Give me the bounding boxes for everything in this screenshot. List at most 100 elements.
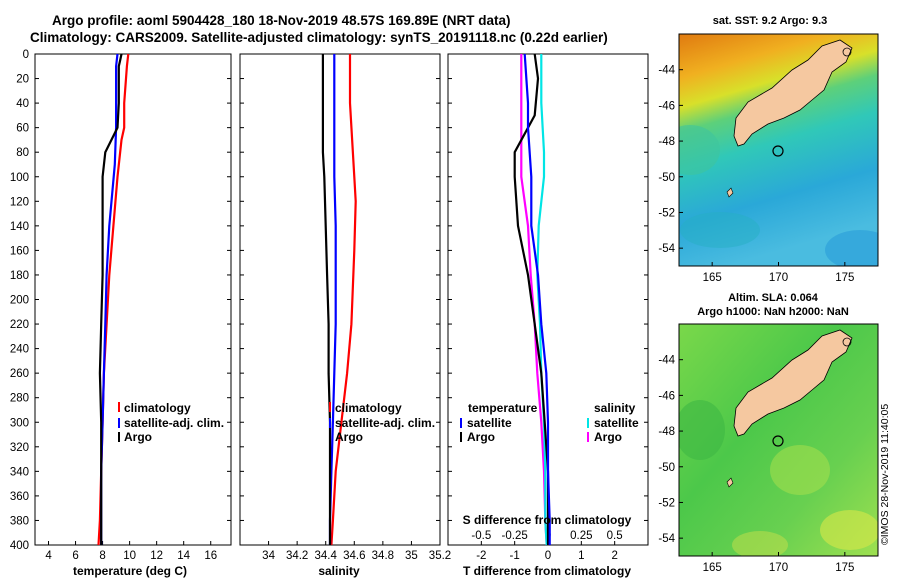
legend-label-climatology: climatology <box>335 401 402 415</box>
satellite-temperature-line <box>100 53 119 545</box>
sst-patch <box>679 125 720 175</box>
sla-map-image <box>679 324 878 556</box>
sla-patch <box>679 400 725 460</box>
difference-x-tick-label: -2 <box>476 550 486 562</box>
depth-tick-label: 100 <box>10 172 29 184</box>
temperature-x-tick-label: 14 <box>177 550 190 562</box>
depth-tick-label: 300 <box>10 417 29 429</box>
temperature-x-tick-label: 12 <box>150 550 163 562</box>
sst-map-title: sat. SST: 9.2 Argo: 9.3 <box>713 15 828 27</box>
depth-tick-label: 340 <box>10 466 29 478</box>
sst-patch <box>825 230 878 266</box>
island <box>726 477 734 488</box>
argo-salinity-line <box>321 54 332 545</box>
s-difference-tick-label: -0.25 <box>502 530 528 542</box>
map-lat-tick-label: -46 <box>658 100 675 112</box>
depth-tick-label: 280 <box>10 393 29 405</box>
t-difference-satellite-line <box>523 53 551 545</box>
legend-label-argo: Argo <box>124 430 152 444</box>
difference-series <box>513 53 551 546</box>
legend-label-t-argo: Argo <box>467 430 495 444</box>
map-lat-tick-label: -46 <box>658 390 675 402</box>
map-lon-tick-label: 170 <box>769 272 788 284</box>
depth-tick-label: 220 <box>10 319 29 331</box>
sla-map-axes: 165 170 175 -44 -46 -48 -50 -52 -54 <box>658 355 854 574</box>
temperature-series <box>97 53 130 546</box>
float-position-marker <box>772 145 784 157</box>
s-difference-axis: -0.5 -0.25 0 0.25 0.5 <box>471 530 622 542</box>
legend-title-temperature: temperature <box>468 401 538 415</box>
depth-tick-label: 0 <box>23 49 29 61</box>
map-lat-tick-label: -44 <box>658 65 675 77</box>
map-lon-tick-label: 175 <box>835 272 854 284</box>
climatology-salinity-line <box>330 54 357 546</box>
sla-patch <box>820 510 878 550</box>
temperature-x-tick-label: 6 <box>72 550 78 562</box>
sst-map-axes: 165 170 175 -44 -46 -48 -50 -52 -54 <box>658 65 854 284</box>
map-lon-tick-label: 175 <box>835 562 854 574</box>
figure-title-line1: Argo profile: aoml 5904428_180 18-Nov-20… <box>52 13 510 28</box>
salinity-x-tick-label: 34.8 <box>372 550 394 562</box>
map-lat-tick-label: -50 <box>658 172 675 184</box>
depth-tick-label: 260 <box>10 368 29 380</box>
legend-label-t-satellite: satellite <box>467 416 512 430</box>
depth-tick-label: 240 <box>10 344 29 356</box>
depth-tick-label: 120 <box>10 196 29 208</box>
difference-x-tick-label: 2 <box>611 550 617 562</box>
salinity-x-axis: 34 34.2 34.4 34.6 34.8 35 35.2 <box>262 541 451 562</box>
depth-tick-label: 160 <box>10 245 29 257</box>
depth-tick-label: 60 <box>16 123 29 135</box>
legend-label-s-satellite: satellite <box>594 416 639 430</box>
map-lat-tick-label: -48 <box>658 426 675 438</box>
imos-credit: ©IMOS 28-Nov-2019 11:40:05 <box>879 404 891 545</box>
island-outline <box>842 47 852 57</box>
depth-tick-label: 140 <box>10 221 29 233</box>
depth-tick-label: 320 <box>10 442 29 454</box>
salinity-legend: climatology satellite-adj. clim. Argo <box>329 401 435 444</box>
difference-x-tick-label: 1 <box>578 550 584 562</box>
float-position-marker <box>772 435 784 447</box>
sla-map-subtitle: Argo h1000: NaN h2000: NaN <box>697 306 849 318</box>
map-lat-tick-label: -52 <box>658 497 675 509</box>
temperature-x-axis: 4 6 8 10 12 14 16 <box>45 541 217 562</box>
temperature-legend: climatology satellite-adj. clim. Argo <box>118 401 224 444</box>
depth-tick-label: 360 <box>10 491 29 503</box>
map-lat-tick-label: -50 <box>658 462 675 474</box>
new-zealand-landmass <box>733 39 853 147</box>
depth-tick-label: 380 <box>10 515 29 527</box>
s-difference-tick-label: -0.5 <box>471 530 491 542</box>
legend-label-s-argo: Argo <box>594 430 622 444</box>
island <box>726 187 734 198</box>
s-difference-axis-label: S difference from climatology <box>463 513 632 527</box>
sla-map-title: Altim. SLA: 0.064 <box>728 292 819 304</box>
depth-tick-label: 40 <box>16 98 29 110</box>
difference-x-tick-label: 0 <box>545 550 551 562</box>
salinity-axis-label: salinity <box>318 564 360 578</box>
depth-tick-label: 200 <box>10 295 29 307</box>
difference-legend: temperature satellite Argo salinity sate… <box>460 401 639 444</box>
new-zealand-landmass <box>733 329 853 437</box>
map-lat-tick-label: -54 <box>658 533 675 545</box>
temperature-x-tick-label: 10 <box>123 550 136 562</box>
salinity-series <box>321 54 357 546</box>
map-lon-tick-label: 170 <box>769 562 788 574</box>
map-lat-tick-label: -54 <box>658 243 675 255</box>
depth-tick-label: 80 <box>16 147 29 159</box>
sla-patch <box>770 445 830 495</box>
salinity-panel-frame <box>239 53 441 546</box>
sst-patch <box>680 212 760 248</box>
s-difference-tick-label: 0.5 <box>607 530 623 542</box>
sla-patch <box>732 531 788 556</box>
temperature-panel-frame <box>34 53 232 546</box>
depth-tick-label: 400 <box>10 540 29 552</box>
legend-label-satellite: satellite-adj. clim. <box>335 416 435 430</box>
map-lon-tick-label: 165 <box>703 562 722 574</box>
temperature-axis-label: temperature (deg C) <box>73 564 187 578</box>
s-difference-tick-label: 0.25 <box>570 530 592 542</box>
temperature-x-tick-label: 4 <box>45 550 52 562</box>
satellite-salinity-line <box>328 54 337 545</box>
salinity-x-tick-label: 34.4 <box>315 550 338 562</box>
sst-map-image <box>679 34 878 266</box>
temperature-x-tick-label: 8 <box>99 550 105 562</box>
